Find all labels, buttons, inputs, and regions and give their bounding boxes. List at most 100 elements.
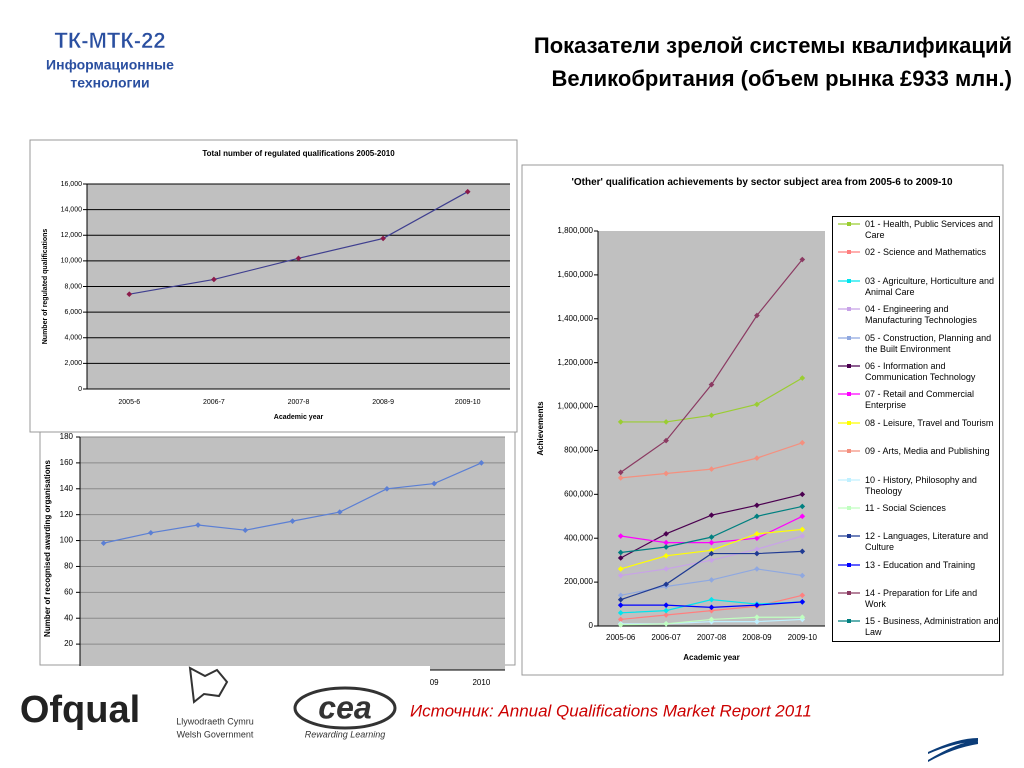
swatch-marker <box>847 222 851 226</box>
logo-title: ТК-МТК-22 <box>54 28 165 53</box>
legend-swatch <box>838 363 860 368</box>
plot-area <box>80 437 505 670</box>
swatch-marker <box>847 534 851 539</box>
data-point <box>478 460 485 466</box>
data-point <box>754 531 760 537</box>
data-point <box>799 526 806 533</box>
y-tick-label: 160 <box>60 458 74 467</box>
data-point <box>754 502 760 509</box>
legend-label: 13 - Education and Training <box>865 559 976 570</box>
legend-swatch <box>838 591 860 596</box>
y-tick-label: 40 <box>64 613 73 622</box>
data-point <box>617 419 624 425</box>
legend: 01 - Health, Public Services and Care 02 … <box>832 216 1000 642</box>
y-tick-label: 4,000 <box>64 335 82 342</box>
data-point <box>799 439 806 446</box>
data-point <box>380 235 386 242</box>
y-tick-label: 2,000 <box>64 360 82 367</box>
legend-swatch <box>838 562 860 567</box>
x-tick-label: 2006-07 <box>651 633 681 642</box>
data-point <box>754 614 760 621</box>
y-tick-label: 12,000 <box>61 232 83 239</box>
legend-label: 04 - Engineering and Manufacturing Techn… <box>865 304 977 326</box>
data-point <box>663 531 669 537</box>
cea-logo: cea <box>318 689 371 725</box>
legend-entry: 09 - Arts, Media and Publishing <box>837 446 999 474</box>
data-point <box>799 375 806 381</box>
y-tick-label: 200,000 <box>564 577 593 586</box>
x-tick-label: 2007-08 <box>697 633 727 642</box>
data-point <box>663 552 669 559</box>
legend-entry: 13 - Education and Training <box>837 560 999 588</box>
swatch-marker <box>847 363 851 368</box>
y-tick-label: 1,200,000 <box>557 358 593 367</box>
swatch-marker <box>847 278 851 283</box>
y-tick-label: 10,000 <box>61 258 83 265</box>
legend-entry: 04 - Engineering and Manufacturing Techn… <box>837 304 999 332</box>
data-point <box>431 480 437 487</box>
data-point <box>617 572 624 579</box>
legend-label: 08 - Leisure, Travel and Tourism <box>865 417 994 428</box>
data-point <box>754 535 760 542</box>
legend-entry: 10 - History, Philosophy and Theology <box>837 475 999 503</box>
cea-ring <box>293 686 397 730</box>
data-point <box>663 470 669 477</box>
welsh-logo: Llywodraeth Cymru <box>176 716 254 726</box>
legend-entry: 06 - Information and Communication Techn… <box>837 361 999 389</box>
data-point <box>617 475 624 481</box>
data-point <box>708 547 715 554</box>
data-point <box>708 512 715 519</box>
data-point <box>617 616 624 623</box>
data-point <box>617 592 624 599</box>
swoosh <box>928 738 978 762</box>
cea-tagline: Rewarding Learning <box>305 729 386 739</box>
data-point <box>663 566 669 572</box>
data-point <box>754 602 760 608</box>
data-point <box>663 419 669 425</box>
chart: Total number of regulated qualifications… <box>42 149 510 393</box>
charts: Total number of regulated qualifications… <box>42 149 825 687</box>
legend-label: 10 - History, Philosophy and Theology <box>865 474 977 496</box>
y-tick-label: 0 <box>78 386 82 393</box>
data-point <box>211 276 217 283</box>
data-point <box>126 291 133 298</box>
data-point <box>708 596 715 603</box>
data-point <box>617 566 624 572</box>
data-point <box>708 381 715 388</box>
x-tick-label: 2008-9 <box>372 399 394 406</box>
y-tick-label: 20 <box>64 639 73 648</box>
x-tick-label: 09 <box>430 678 439 687</box>
data-point <box>799 513 806 520</box>
data-point <box>464 188 471 195</box>
data-point <box>617 555 624 561</box>
x-tick-label: 2008-09 <box>742 633 772 642</box>
ofqual-logo: Ofqual <box>20 689 140 731</box>
data-point <box>799 548 806 555</box>
chart: 20 40 60 80 100 120 140 160 180 Number of recogni… <box>43 432 505 671</box>
data-point <box>754 401 760 408</box>
swatch-marker <box>847 591 851 596</box>
y-tick-label: 6,000 <box>64 309 82 316</box>
y-tick-label: 14,000 <box>61 206 83 213</box>
data-point <box>754 312 760 319</box>
legend-entry: 14 - Preparation for Life and Work <box>837 588 999 616</box>
data-point <box>663 539 669 546</box>
source: Источник: Annual Qualifications Market R… <box>410 701 812 720</box>
y-tick-label: 16,000 <box>61 181 83 188</box>
data-point <box>617 533 624 539</box>
x-tick-label: 2007-8 <box>288 399 310 406</box>
welsh-logo: Welsh Government <box>177 729 254 739</box>
legend-swatch <box>838 222 860 226</box>
chart: 0 200,000 400,000 600,000 800,000 1,000,000 1,… <box>536 226 825 630</box>
data-point <box>663 437 669 444</box>
data-point <box>799 533 806 539</box>
y-tick-label: 400,000 <box>564 533 593 542</box>
y-tick-label: 800,000 <box>564 446 593 455</box>
logo-line: технологии <box>70 75 149 91</box>
dragon-icon <box>188 666 229 704</box>
legend-swatch <box>838 534 860 539</box>
legend-entry: 11 - Social Sciences <box>837 503 999 531</box>
legend-swatch <box>838 307 860 312</box>
data-point <box>663 602 669 608</box>
data-point <box>195 522 201 528</box>
